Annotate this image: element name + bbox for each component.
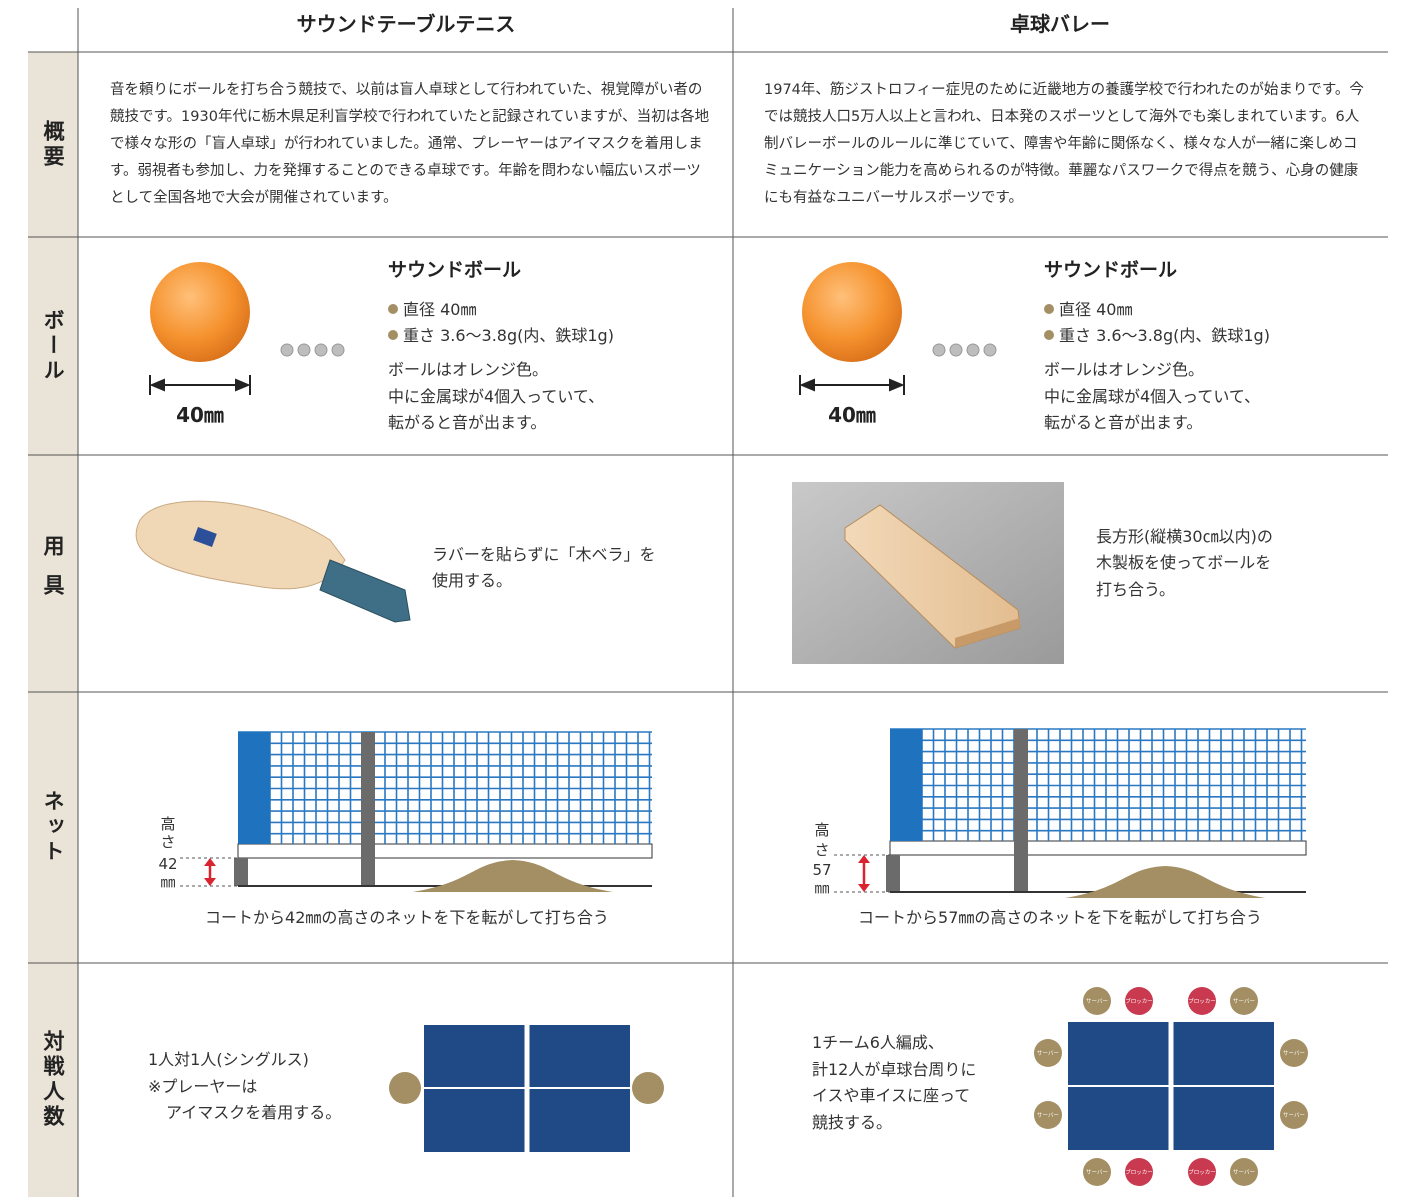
row-label: ボール [41, 308, 65, 384]
height-arrow [858, 855, 870, 863]
ball-title: サウンドボール [1044, 259, 1178, 281]
net-foot [234, 858, 248, 886]
ball-diameter: 40㎜ [828, 403, 876, 427]
net-height-label: 高 [160, 815, 176, 833]
ball-description: 転がると音が出ます。 [388, 413, 547, 432]
player-chip [1188, 1158, 1216, 1186]
row-label: 概要 [41, 119, 65, 170]
net-band [238, 732, 270, 844]
player-chip [1188, 987, 1216, 1015]
players-text: 1人対1人(シングルス) [148, 1050, 309, 1069]
net-height-label: さ [160, 833, 176, 851]
net-post [1014, 729, 1028, 892]
height-arrow [204, 878, 216, 886]
players-text: アイマスクを着用する。 [166, 1103, 342, 1122]
net-post [361, 732, 375, 886]
net-height-label: 57 [812, 861, 832, 879]
ball-spec: 直径 40㎜ [1044, 300, 1132, 320]
player-chip-label: ブロッカー [1188, 997, 1216, 1005]
net-caption: コートから42㎜の高さのネットを下を転がして打ち合う [205, 908, 609, 927]
net-height-label: ㎜ [814, 879, 830, 897]
player-chip [1280, 1101, 1308, 1129]
players-text: ※プレーヤーは [148, 1077, 258, 1096]
players-text: 1チーム6人編成、 [812, 1033, 944, 1052]
height-arrow [204, 858, 216, 866]
player-chip-label: サーバー [1283, 1050, 1305, 1057]
net-base [237, 843, 653, 859]
player-chip-label: サーバー [1037, 1112, 1059, 1119]
ball-diameter: 40㎜ [176, 403, 224, 427]
player-chip [1083, 987, 1111, 1015]
column-header: サウンドテーブルテニス [296, 12, 516, 36]
net [180, 731, 653, 892]
player-chip [1230, 1158, 1258, 1186]
overview-text: 1974年、筋ジストロフィー症児のために近畿地方の養護学校で行われたのが始まりで… [764, 82, 1364, 206]
net-base [889, 840, 1307, 856]
mound [412, 860, 613, 892]
table-lines [28, 8, 1388, 1197]
net-caption: コートから57㎜の高さのネットを下を転がして打ち合う [858, 908, 1262, 927]
net-height-label: さ [814, 841, 830, 859]
player-chip [1125, 987, 1153, 1015]
column-header: 卓球バレー [1010, 12, 1110, 36]
label-column [28, 52, 78, 1197]
player-chip-label: サーバー [1233, 1169, 1255, 1176]
net [834, 728, 1307, 898]
player-chip-label: サーバー [1283, 1112, 1305, 1119]
board-photo [792, 482, 1064, 664]
player-chip [1280, 1039, 1308, 1067]
ball-description: ボールはオレンジ色。 [388, 360, 549, 379]
player-chip-label: サーバー [1086, 998, 1108, 1005]
net-band [890, 729, 922, 841]
player-chip-label: サーバー [1086, 1169, 1108, 1176]
height-arrow [858, 884, 870, 892]
ball-description: 中に金属球が4個入っていて、 [388, 387, 605, 406]
net-height-label: ㎜ [160, 873, 176, 891]
ball-description: 中に金属球が4個入っていて、 [1044, 387, 1261, 406]
player-chip-label: サーバー [1233, 998, 1255, 1005]
player-chip-label: ブロッカー [1125, 997, 1153, 1005]
player-chip [1034, 1039, 1062, 1067]
row-label: 用具 [41, 534, 65, 613]
player-chip-label: サーバー [1037, 1050, 1059, 1057]
players-text: 計12人が卓球台周りに [812, 1060, 977, 1079]
player-chip [1083, 1158, 1111, 1186]
row-label: ネット [41, 790, 65, 865]
net-foot [886, 855, 900, 892]
ball-illustration [149, 262, 997, 395]
ball-description: 転がると音が出ます。 [1044, 413, 1203, 432]
ball-spec: 重さ 3.6〜3.8g(内、鉄球1g) [388, 326, 614, 346]
ball-title: サウンドボール [388, 259, 522, 281]
table-illustrations [389, 1022, 1274, 1152]
players-text: イスや車イスに座って [812, 1086, 971, 1105]
mound [1065, 866, 1266, 898]
ball-spec: 重さ 3.6〜3.8g(内、鉄球1g) [1044, 326, 1270, 346]
player-chip-label: ブロッカー [1188, 1168, 1216, 1176]
player-chip [1125, 1158, 1153, 1186]
equipment-text: 長方形(縦横30㎝以内)の [1096, 527, 1273, 546]
row-label: 対戦人数 [41, 1030, 65, 1130]
net-illustrations [180, 728, 1307, 898]
players-text: 競技する。 [812, 1113, 893, 1132]
overview-text: 音を頼りにボールを打ち合う競技で、以前は盲人卓球として行われていた、視覚障がい者… [110, 82, 710, 206]
equipment-text: 使用する。 [432, 571, 513, 590]
paddle-illustration [135, 500, 411, 623]
net-height-label: 高 [814, 821, 830, 839]
player-chip-label: ブロッカー [1125, 1168, 1153, 1176]
ball-spec: 直径 40㎜ [388, 300, 476, 320]
ball-description: ボールはオレンジ色。 [1044, 360, 1205, 379]
equipment-text: ラバーを貼らずに「木ベラ」を [432, 545, 656, 564]
player-chip [1230, 987, 1258, 1015]
equipment-text: 打ち合う。 [1096, 580, 1176, 599]
equipment-text: 木製板を使ってボールを [1096, 553, 1272, 572]
player-chip [1034, 1101, 1062, 1129]
net-height-label: 42 [158, 855, 178, 873]
